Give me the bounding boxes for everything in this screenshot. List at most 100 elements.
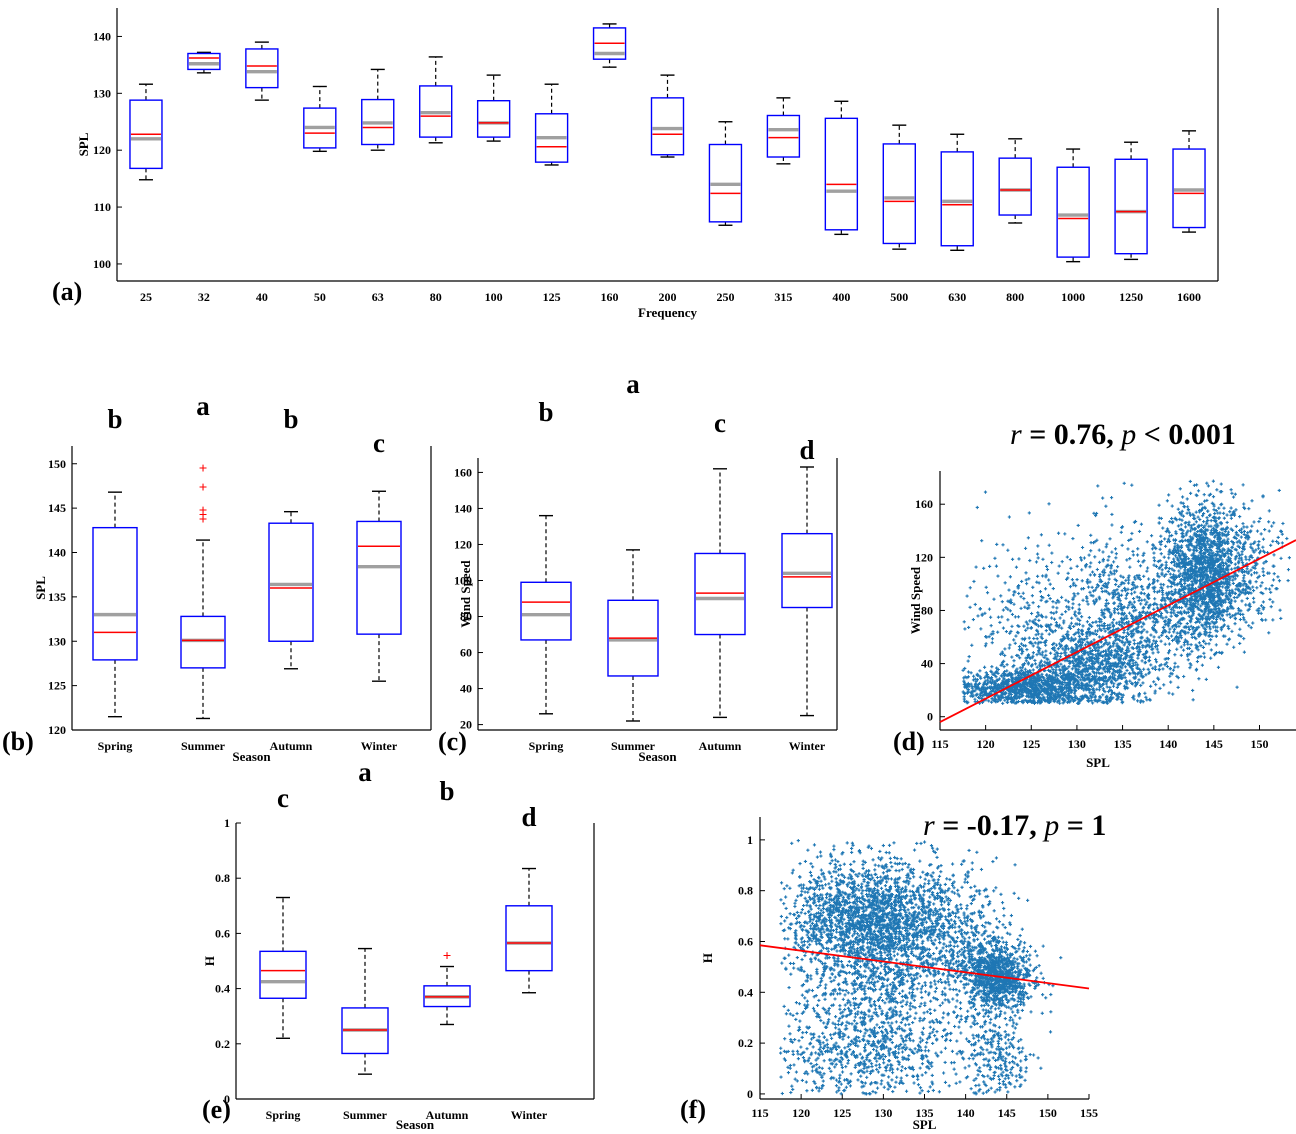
scatter-point xyxy=(1123,665,1128,669)
scatter-point xyxy=(993,680,997,684)
scatter-point xyxy=(1239,609,1243,613)
scatter-point xyxy=(993,556,997,560)
scatter-point xyxy=(1245,596,1249,601)
scatter-point xyxy=(1185,497,1189,501)
iqr-box xyxy=(520,581,572,641)
scatter-point xyxy=(1145,630,1149,634)
scatter-point xyxy=(1279,556,1283,560)
scatter-point xyxy=(1041,650,1045,654)
scatter-point xyxy=(996,671,1000,676)
iqr-box xyxy=(694,552,746,636)
scatter-point xyxy=(1024,699,1029,703)
scatter-point xyxy=(1202,493,1206,497)
scatter-point xyxy=(1167,642,1171,646)
scatter-point xyxy=(1167,636,1171,641)
scatter-point xyxy=(1209,524,1213,528)
x-tick-label: 115 xyxy=(931,737,948,751)
scatter-point xyxy=(1276,575,1280,579)
scatter-point xyxy=(1270,583,1274,588)
scatter-point xyxy=(1071,602,1075,606)
scatter-point xyxy=(1006,548,1010,552)
outlier-marker: + xyxy=(199,503,208,519)
y-axis-label: SPL xyxy=(76,132,91,156)
iqr-box xyxy=(303,107,337,149)
scatter-point xyxy=(1128,679,1132,683)
scatter-point xyxy=(1023,644,1028,648)
box-32 xyxy=(187,51,221,74)
scatter-point xyxy=(1044,649,1048,653)
scatter-point xyxy=(968,586,972,590)
box-autumn xyxy=(694,468,746,719)
scatter-point xyxy=(1068,686,1073,690)
scatter-point xyxy=(1055,677,1060,681)
iqr-box xyxy=(180,615,226,669)
scatter-point xyxy=(987,685,992,689)
scatter-point xyxy=(1169,634,1174,638)
scatter-point xyxy=(1219,617,1223,621)
panel-label: (a) xyxy=(52,277,82,306)
significance-letter: b xyxy=(538,397,553,427)
scatter-point xyxy=(1060,560,1064,564)
scatter-point xyxy=(991,672,995,676)
scatter-point xyxy=(1020,579,1024,584)
significance-letter: a xyxy=(196,391,210,421)
scatter-point xyxy=(984,691,988,695)
scatter-point xyxy=(987,699,991,703)
x-tick-label: 63 xyxy=(372,290,384,304)
scatter-point xyxy=(1195,659,1200,664)
significance-letter: b xyxy=(107,404,122,434)
scatter-point xyxy=(1156,579,1160,583)
scatter-point xyxy=(1033,658,1037,663)
scatter-point xyxy=(1010,655,1014,659)
scatter-point xyxy=(1161,526,1165,530)
scatter-point xyxy=(1225,520,1229,525)
scatter-point xyxy=(999,594,1003,598)
scatter-point xyxy=(978,675,982,679)
scatter-point xyxy=(1222,516,1226,520)
scatter-point xyxy=(972,579,976,584)
scatter-point xyxy=(1149,534,1154,538)
scatter-point xyxy=(1158,686,1162,690)
scatter-point xyxy=(1039,598,1043,602)
scatter-point xyxy=(1184,525,1188,529)
scatter-point xyxy=(1247,558,1251,562)
scatter-point xyxy=(1280,541,1284,545)
significance-letter: a xyxy=(626,369,640,399)
scatter-point xyxy=(1127,611,1132,615)
scatter-point xyxy=(1241,522,1245,526)
scatter-point xyxy=(1181,648,1186,652)
scatter-point xyxy=(1116,607,1120,612)
scatter-point xyxy=(987,607,992,611)
scatter-point xyxy=(1257,519,1261,524)
scatter-point xyxy=(1233,622,1237,626)
scatter-point xyxy=(985,682,989,687)
scatter-point xyxy=(1040,574,1045,578)
scatter-point xyxy=(990,641,994,645)
iqr-box xyxy=(245,48,279,89)
scatter-point xyxy=(990,696,994,701)
scatter-point xyxy=(1182,643,1186,647)
scatter-point xyxy=(1241,612,1245,617)
scatter-point xyxy=(1186,508,1191,512)
box-630 xyxy=(940,133,974,251)
scatter-point xyxy=(1179,501,1183,505)
scatter-point xyxy=(1012,659,1016,663)
scatter-point xyxy=(1024,628,1028,632)
scatter-point xyxy=(1067,665,1071,669)
scatter-point xyxy=(1173,661,1177,665)
scatter-point xyxy=(966,689,970,693)
scatter-point xyxy=(978,607,983,611)
scatter-point xyxy=(1188,652,1192,656)
box-spring xyxy=(520,514,572,715)
scatter-point xyxy=(992,597,996,601)
box-autumn xyxy=(268,510,314,670)
panel-label: (c) xyxy=(438,727,467,756)
scatter-point xyxy=(1170,516,1174,521)
scatter-point xyxy=(1261,567,1265,571)
scatter-point xyxy=(1161,667,1165,671)
iqr-box xyxy=(268,522,314,642)
scatter-point xyxy=(1007,588,1011,592)
scatter-point xyxy=(1001,683,1005,687)
scatter-point xyxy=(1100,589,1104,594)
